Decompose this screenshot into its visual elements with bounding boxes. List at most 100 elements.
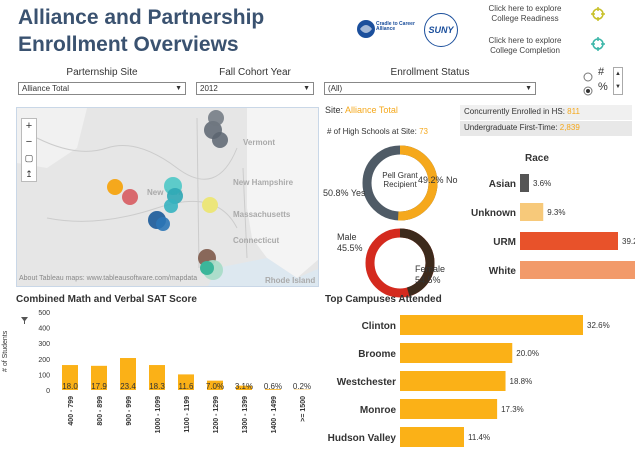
status-select[interactable]: (All) ▼ xyxy=(324,82,536,95)
pell-yes-arc[interactable] xyxy=(362,145,438,221)
campus-value-label: 17.3% xyxy=(501,405,524,414)
cohort-filter-label: Fall Cohort Year xyxy=(219,67,291,78)
sat-category-label: 1100 - 1199 xyxy=(184,396,191,433)
map-marker[interactable] xyxy=(122,189,138,205)
explore-college-completion-link[interactable]: Click here to explore College Completion xyxy=(488,36,562,55)
race-category-label: White xyxy=(489,266,517,277)
race-value-label: 39.2% xyxy=(622,237,635,246)
map-label-massachusetts: Massachusetts xyxy=(233,210,291,219)
map-toolbar: + − ▢ ↥ xyxy=(21,118,37,182)
crosshair-icon[interactable] xyxy=(590,6,606,27)
spinner[interactable]: ▲ ▼ xyxy=(613,67,623,95)
campus-bar[interactable] xyxy=(400,371,506,391)
selection-icon[interactable]: ▢ xyxy=(24,153,34,163)
map-marker[interactable] xyxy=(202,197,218,213)
sat-ytick: 500 xyxy=(38,310,50,317)
first-time-enrollment: Undergraduate First-Time: 2,839 xyxy=(460,121,632,136)
race-bar[interactable] xyxy=(520,203,544,221)
chevron-down-icon[interactable]: ▼ xyxy=(615,84,621,90)
race-bar[interactable] xyxy=(520,232,618,250)
map-marker[interactable] xyxy=(107,179,123,195)
campus-value-label: 18.8% xyxy=(510,377,533,386)
sat-category-label: 900 - 999 xyxy=(126,396,133,426)
zoom-out-icon[interactable]: − xyxy=(25,136,33,148)
pell-donut xyxy=(362,145,438,221)
sat-value-label: 0.2% xyxy=(293,382,311,391)
sat-value-label: 18.3 xyxy=(149,382,165,391)
sat-ytick: 400 xyxy=(38,326,50,333)
pell-yes-label: 50.8% Yes xyxy=(323,188,366,198)
radio-percent-label: % xyxy=(598,81,608,93)
sat-bar[interactable] xyxy=(236,385,252,390)
sat-bar[interactable] xyxy=(178,374,194,390)
sat-category-label: >= 1500 xyxy=(300,396,307,422)
sat-bar[interactable] xyxy=(91,365,107,390)
cradle-to-career-logo[interactable]: Cradle to Career Alliance xyxy=(356,17,415,41)
pin-icon[interactable]: ↥ xyxy=(25,169,33,179)
map-marker[interactable] xyxy=(156,217,170,231)
title-line-2: Enrollment Overviews xyxy=(18,33,239,56)
map-markers xyxy=(107,110,228,280)
campus-category-label: Clinton xyxy=(362,321,396,332)
map-label-new-hampshire: New Hampshire xyxy=(233,178,294,187)
campus-value-label: 20.0% xyxy=(516,349,539,358)
radio-number-label: # xyxy=(598,66,605,78)
hs-count: # of High Schools at Site: 73 xyxy=(327,127,428,136)
race-category-label: Asian xyxy=(489,179,516,190)
cohort-select[interactable]: 2012 ▼ xyxy=(196,82,314,95)
map-marker[interactable] xyxy=(212,132,228,148)
campus-bar[interactable] xyxy=(400,343,513,363)
radio-number[interactable] xyxy=(583,69,593,87)
sat-bar[interactable] xyxy=(265,389,281,390)
explore-college-readiness-link[interactable]: Click here to explore College Readiness xyxy=(488,4,562,23)
sat-category-label: 1000 - 1099 xyxy=(155,396,162,433)
gender-male-arc[interactable] xyxy=(365,228,435,298)
map-marker[interactable] xyxy=(208,110,224,126)
race-category-label: URM xyxy=(493,237,516,248)
campus-category-label: Westchester xyxy=(337,377,396,388)
sat-bar[interactable] xyxy=(149,365,165,390)
map-marker[interactable] xyxy=(200,261,214,275)
chevron-down-icon: ▼ xyxy=(175,85,182,92)
sat-ytick: 0 xyxy=(46,388,50,395)
campus-bar[interactable] xyxy=(400,399,498,419)
campus-category-label: Monroe xyxy=(360,405,397,416)
map-label-rhode-island: Rhode Island xyxy=(265,276,316,285)
sat-bar[interactable] xyxy=(120,358,136,390)
sat-ylabel: # of Students xyxy=(2,330,9,372)
campus-chart-title: Top Campuses Attended xyxy=(325,294,442,305)
chevron-up-icon[interactable]: ▲ xyxy=(615,71,621,77)
zoom-in-icon[interactable]: + xyxy=(25,120,33,132)
male-label: Male 45.5% xyxy=(337,232,363,253)
sat-bar[interactable] xyxy=(62,365,78,390)
campus-bar[interactable] xyxy=(400,427,464,447)
suny-logo[interactable]: SUNY xyxy=(424,13,458,47)
sat-value-label: 3.1% xyxy=(235,382,253,391)
title-line-1: Alliance and Partnership xyxy=(18,6,265,29)
sat-value-label: 0.6% xyxy=(264,382,282,391)
chevron-down-icon: ▼ xyxy=(525,85,532,92)
status-filter-label: Enrollment Status xyxy=(390,67,470,78)
pell-no-label: 49.2% No xyxy=(418,175,458,185)
site-info: Site: Alliance Total xyxy=(325,105,398,115)
map-view[interactable]: Vermont New Hampshire Massachusetts Conn… xyxy=(16,107,319,287)
campus-bar[interactable] xyxy=(400,315,583,335)
chevron-down-icon: ▼ xyxy=(303,85,310,92)
sat-category-label: 400 - 799 xyxy=(68,396,75,426)
sat-value-label: 17.9 xyxy=(91,382,107,391)
radio-percent[interactable] xyxy=(583,83,593,101)
sat-bar[interactable] xyxy=(207,380,223,390)
race-bar[interactable] xyxy=(520,261,635,279)
sat-chart-title: Combined Math and Verbal SAT Score xyxy=(16,294,197,305)
sat-value-label: 11.6 xyxy=(179,382,195,391)
filter-icon[interactable] xyxy=(20,312,29,330)
sat-chart: 500 400 300 200 100 0 18.0 400 - 799 17.9 800 - 8… xyxy=(38,310,311,433)
map-marker[interactable] xyxy=(164,199,178,213)
sat-category-label: 1300 - 1399 xyxy=(242,396,249,433)
gender-donut xyxy=(365,228,435,298)
crosshair-icon[interactable] xyxy=(590,36,606,57)
site-select[interactable]: Alliance Total ▼ xyxy=(18,82,186,95)
race-value-label: 9.3% xyxy=(547,208,565,217)
race-bar[interactable] xyxy=(520,174,529,192)
map-label-vermont: Vermont xyxy=(243,138,276,147)
